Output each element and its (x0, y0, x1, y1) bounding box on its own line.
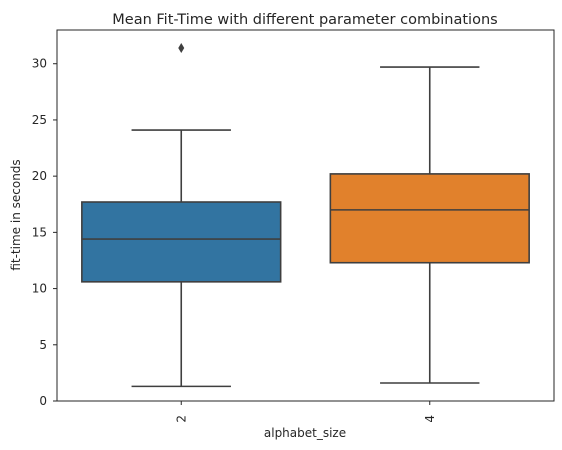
y-axis-ticks: 0 5 10 15 20 25 30 (32, 57, 57, 408)
y-tick-label: 0 (39, 394, 47, 408)
y-tick-label: 5 (39, 338, 47, 352)
y-tick-label: 15 (32, 225, 47, 239)
box-group-2 (81, 42, 282, 388)
x-axis-label: alphabet_size (264, 426, 346, 440)
box-iqr (329, 173, 530, 264)
chart-title: Mean Fit-Time with different parameter c… (112, 12, 497, 28)
outlier-point (178, 42, 185, 53)
x-tick-label: 2 (174, 415, 188, 423)
y-tick-label: 30 (32, 57, 47, 71)
plot-frame (56, 29, 555, 402)
x-tick-label: 4 (423, 415, 437, 423)
y-tick-label: 25 (32, 113, 47, 127)
y-tick-label: 10 (32, 282, 47, 296)
y-axis-label: fit-time in seconds (9, 159, 23, 270)
y-tick-label: 20 (32, 169, 47, 183)
plot-area (81, 42, 530, 388)
box-iqr (81, 201, 282, 283)
box-group-4 (329, 66, 530, 384)
